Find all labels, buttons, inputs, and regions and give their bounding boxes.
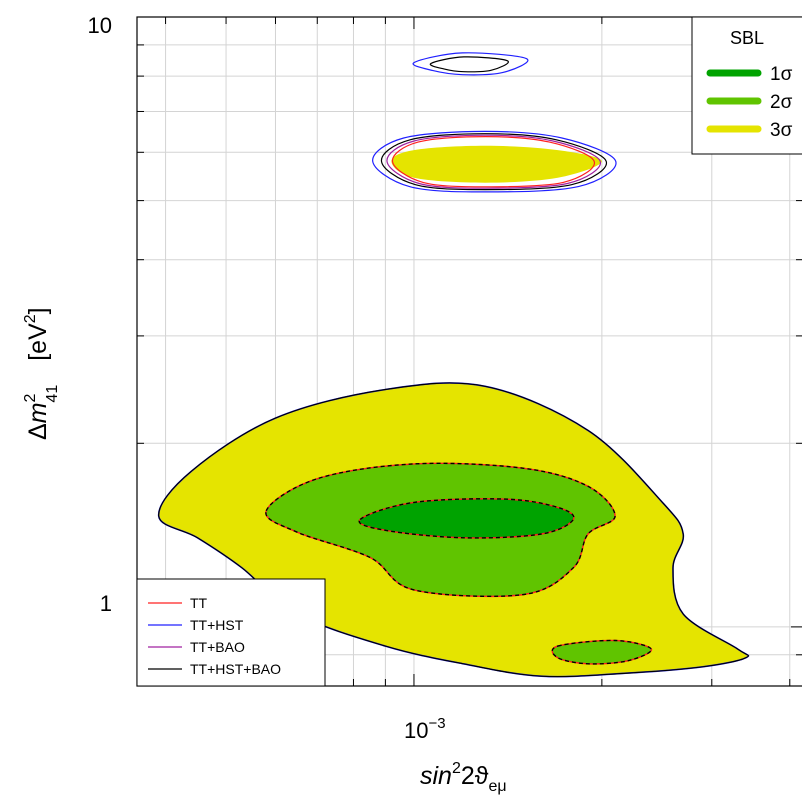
line-legend-label-tt-hst-bao: TT+HST+BAO <box>190 661 281 677</box>
sbl-2sigma-region-small <box>552 640 652 664</box>
contour-tt-hst-bao-main-1sigma <box>358 498 575 539</box>
sbl-legend-title: SBL <box>730 28 764 48</box>
x-axis-label: sin22ϑeμ <box>420 760 507 795</box>
contour-tt-hst-upper <box>372 130 617 193</box>
line-legend-label-tt: TT <box>190 595 208 611</box>
sbl-3sigma-region-upper <box>391 145 602 183</box>
sbl-legend-label-1sigma: 1σ <box>770 64 793 85</box>
contour-tt-hst-bao-small-2sigma <box>551 639 653 665</box>
line-legend: TT TT+HST TT+BAO TT+HST+BAO <box>136 578 326 687</box>
sbl-legend-label-2sigma: 2σ <box>770 92 793 113</box>
contour-tt-hst-bao-main-2sigma <box>265 462 616 598</box>
plot-frame <box>136 16 802 687</box>
sbl-legend-label-3sigma: 3σ <box>770 120 793 141</box>
y-axis-label: Δm2 41[eV2] <box>22 307 61 440</box>
contour-tt-upper <box>391 135 595 188</box>
line-legend-label-tt-bao: TT+BAO <box>190 639 245 655</box>
y-tick-label-10: 10 <box>88 13 112 38</box>
y-tick-label-1: 1 <box>100 591 112 616</box>
contour-tt-hst-top <box>412 52 529 76</box>
sbl-1sigma-region-main <box>359 498 574 538</box>
line-legend-label-tt-hst: TT+HST <box>190 617 244 633</box>
contour-tt-hst-bao-3sigma-main <box>158 382 750 678</box>
contour-tt-bao-upper <box>386 134 601 189</box>
line-legend-box <box>136 578 326 687</box>
contour-lines <box>157 52 750 678</box>
x-tick-label: 10−3 <box>404 715 446 743</box>
contour-tt-hst-bao-upper <box>380 133 607 191</box>
contour-tt-hst-bao-top <box>429 56 509 73</box>
sbl-legend: SBL 1σ 2σ 3σ <box>691 16 802 155</box>
